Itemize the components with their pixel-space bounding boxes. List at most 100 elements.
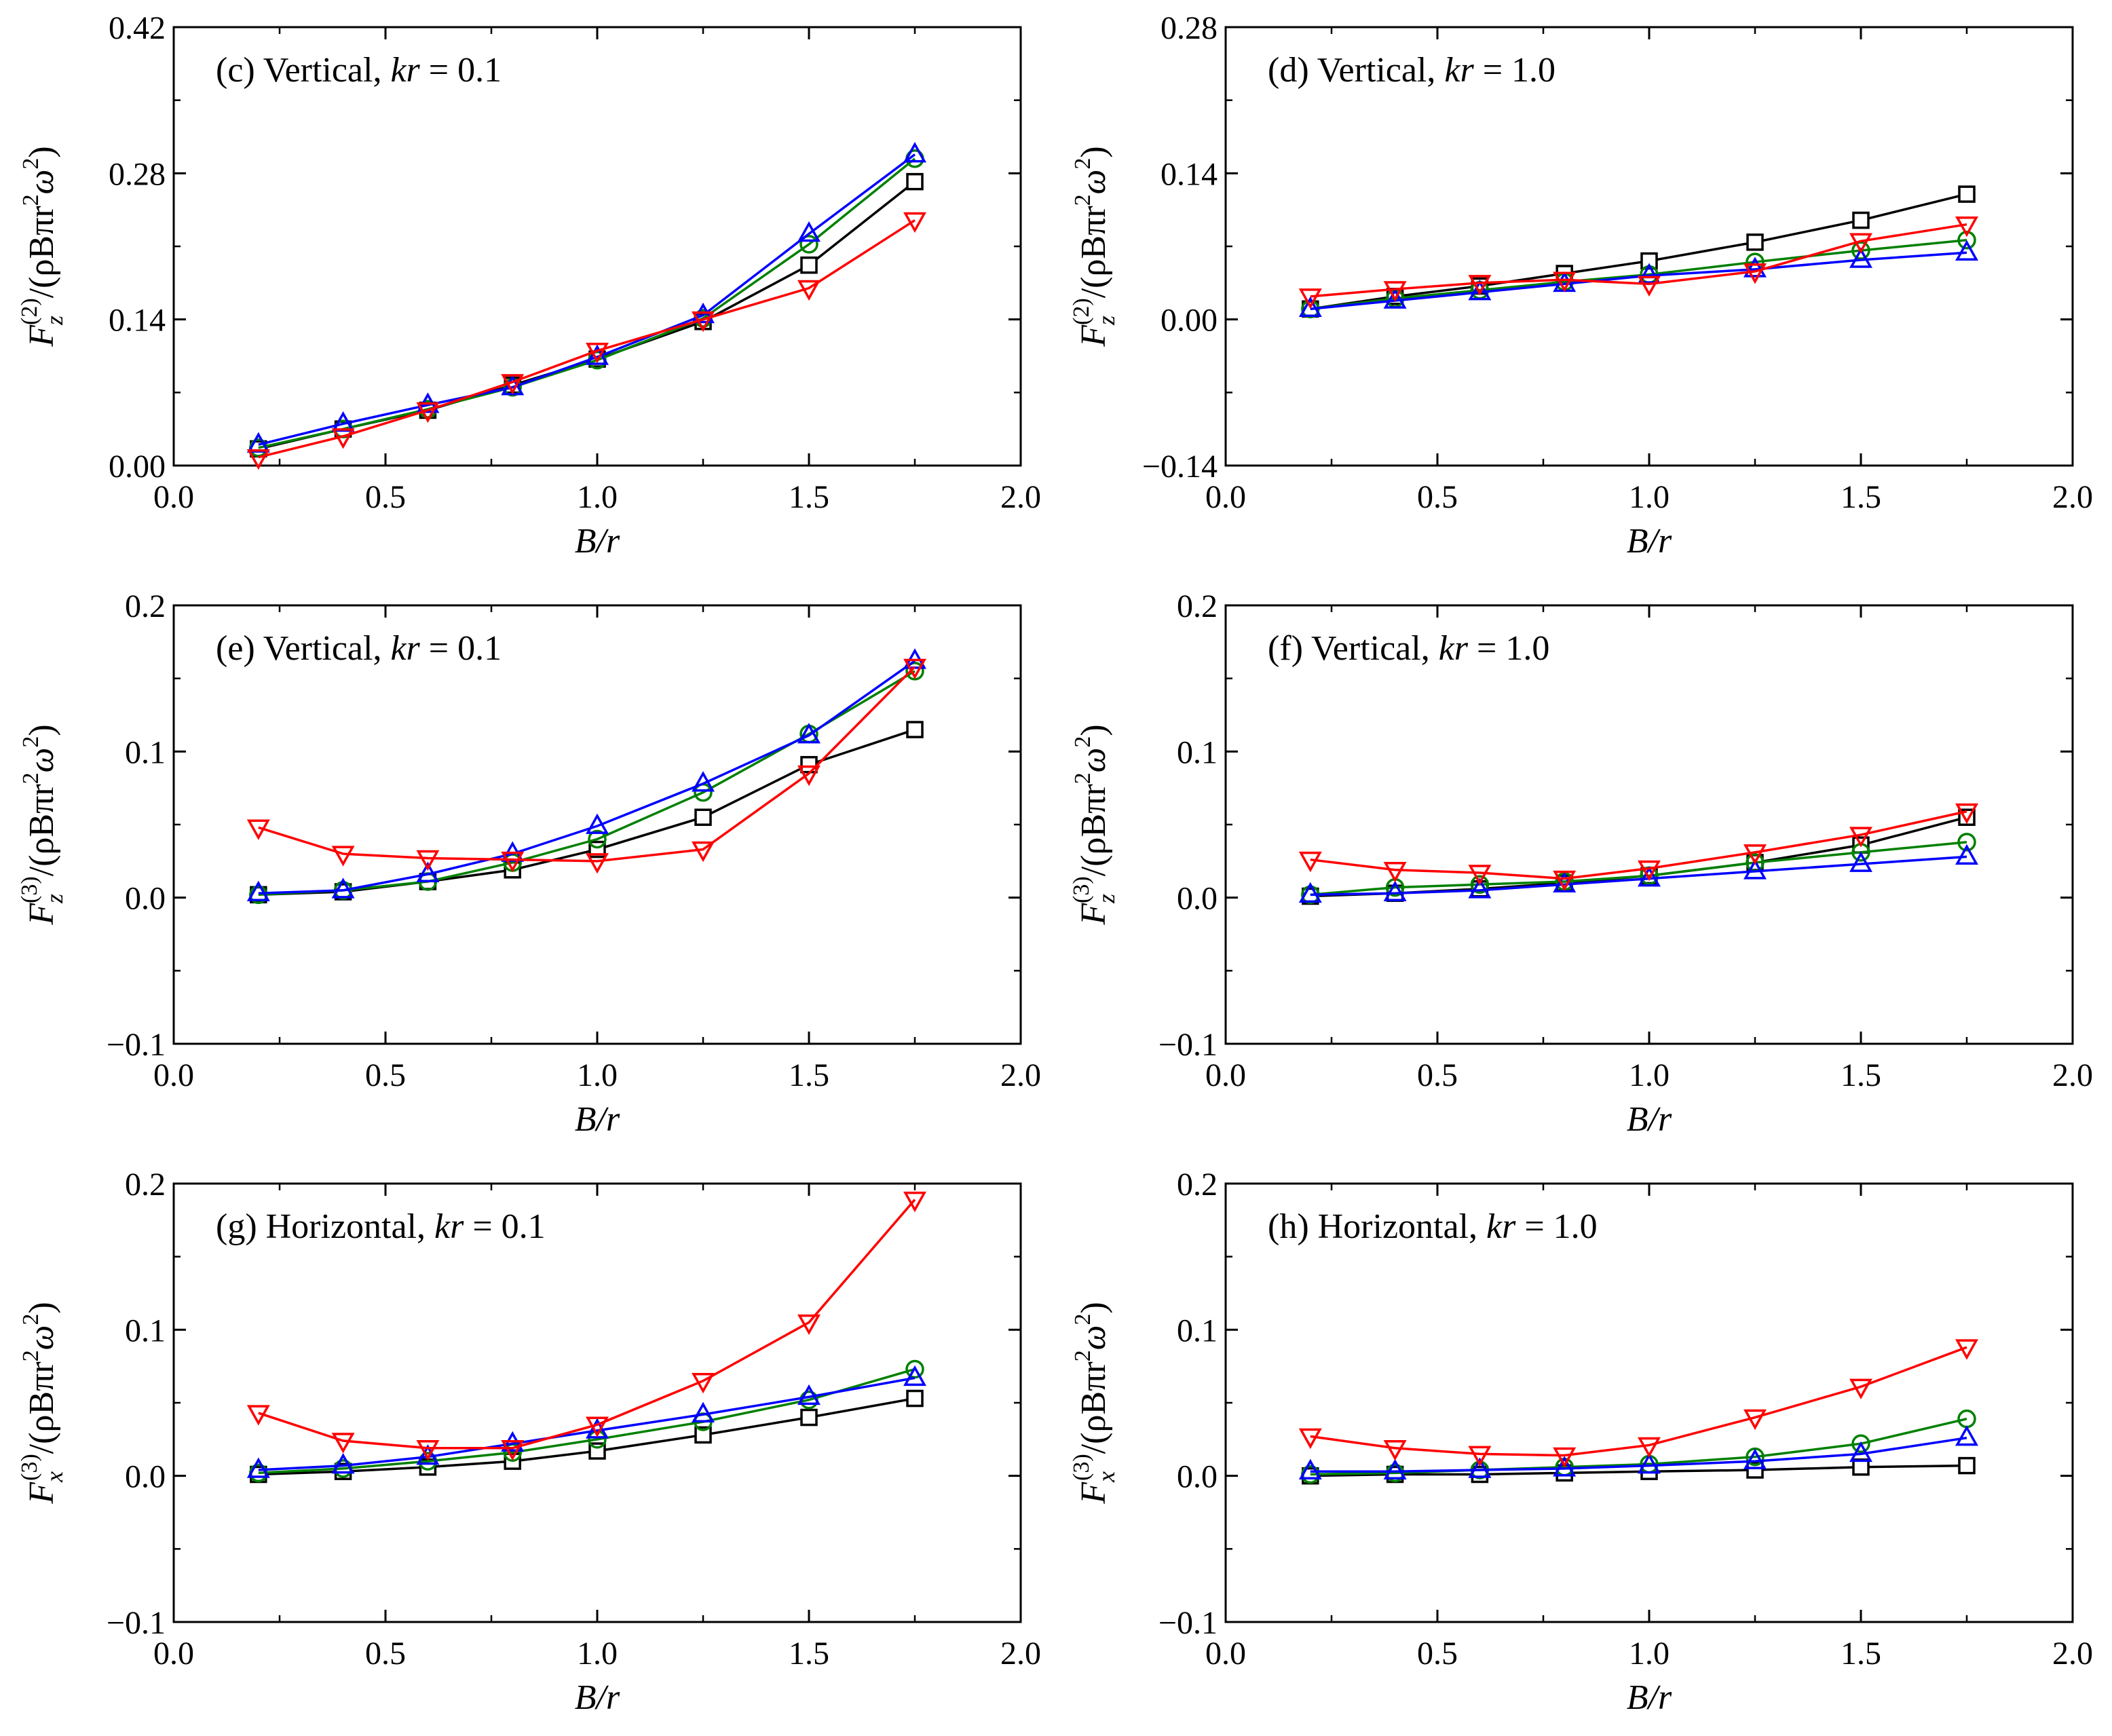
x-tick-label: 2.0: [2052, 1057, 2093, 1093]
data-point-triangle-down: [1638, 860, 1661, 882]
data-point-circle: [799, 235, 818, 254]
ylabel-F: F: [1074, 324, 1113, 347]
data-point-circle: [1851, 241, 1870, 260]
ylabel-sub: z: [41, 894, 68, 904]
panel-label-suffix: = 1.0: [1474, 51, 1555, 90]
ylabel-sup: (3): [17, 876, 42, 903]
series-line: [258, 181, 916, 451]
y-tick-label: 0.0: [125, 1459, 166, 1495]
data-point-triangle-down: [1849, 1378, 1872, 1399]
panel-label: (e) Vertical, kr = 0.1: [216, 629, 502, 668]
ylabel-sq: 2: [1070, 772, 1095, 784]
data-point-triangle-up: [1553, 1456, 1577, 1477]
data-point-circle: [1470, 875, 1490, 894]
series-line: [258, 219, 916, 459]
data-point-circle: [1851, 1434, 1870, 1454]
series-red-triangle-down: [1298, 1339, 1978, 1469]
ylabel-sub: z: [1093, 894, 1120, 904]
panel-label-suffix: = 0.1: [464, 1207, 545, 1246]
data-point-triangle-down: [1298, 851, 1322, 873]
series-line: [1310, 841, 1967, 897]
y-tick-label: 0.2: [125, 1167, 166, 1203]
panel-label-prefix: (e) Vertical,: [216, 629, 390, 668]
plot-frame: [1224, 1182, 2074, 1623]
series-line: [1310, 1346, 1967, 1457]
y-tick-label: 0.2: [125, 588, 166, 624]
panel-h: 0.0 0.5 1.0 1.5 2.0−0.10.00.10.2B/rFx(3)/(ρB…: [1069, 1167, 2093, 1717]
data-point-triangle-down: [1743, 1409, 1767, 1431]
data-point-triangle-up: [246, 880, 270, 901]
data-point-triangle-up: [1743, 858, 1767, 880]
y-axis-title: Fx(3)/(ρBπr2ω2): [17, 1302, 68, 1504]
series-black-square: [250, 721, 924, 904]
x-tick-label: 2.0: [2052, 479, 2093, 515]
data-point-triangle-up: [416, 1444, 440, 1465]
data-point-triangle-down: [1298, 288, 1322, 309]
ylabel-sup: (3): [17, 1454, 42, 1481]
series-blue-triangle-up: [1298, 240, 1978, 318]
data-point-square: [1640, 252, 1658, 270]
data-point-square: [1852, 211, 1870, 229]
panel-label: (g) Horizontal, kr = 0.1: [216, 1207, 546, 1246]
data-point-triangle-up: [586, 813, 609, 834]
panel-label-var: kr: [390, 51, 420, 90]
series-line: [1310, 810, 1967, 880]
panel-label-prefix: (f) Vertical,: [1268, 629, 1439, 668]
panel-label-var: kr: [1486, 1207, 1516, 1246]
series-line: [1310, 1464, 1967, 1477]
x-tick-label: 0.5: [365, 1057, 406, 1093]
data-point-triangle-down: [903, 1191, 926, 1213]
series-red-triangle-down: [1298, 803, 1978, 892]
panel-label-suffix: = 0.1: [420, 629, 502, 668]
y-tick-label: 0.00: [1161, 303, 1218, 339]
x-tick-label: 0.0: [153, 1057, 194, 1093]
data-point-triangle-up: [797, 723, 821, 744]
data-point-triangle-down: [1638, 276, 1661, 297]
data-point-triangle-down: [797, 765, 821, 787]
data-point-triangle-up: [1468, 1457, 1492, 1478]
x-tick-label: 0.5: [1417, 1057, 1458, 1093]
ylabel-sub: z: [41, 316, 68, 326]
series-green-circle: [249, 149, 924, 457]
y-tick-label: −0.1: [1158, 1027, 1218, 1063]
data-point-triangle-down: [1553, 1447, 1577, 1469]
x-tick-label: 1.0: [1629, 1636, 1670, 1672]
series-line: [258, 1367, 916, 1475]
series-line: [258, 660, 916, 894]
ylabel-sq2: 2: [1070, 158, 1095, 170]
ylabel-sq: 2: [18, 194, 43, 206]
data-point-triangle-down: [797, 1314, 821, 1336]
series-line: [258, 1397, 916, 1476]
data-point-triangle-down: [1553, 870, 1577, 892]
series-red-triangle-down: [1298, 216, 1978, 309]
data-point-triangle-up: [331, 1453, 355, 1474]
data-point-triangle-up: [903, 1365, 926, 1386]
ylabel-sq: 2: [1070, 1350, 1095, 1361]
ylabel-sub: x: [1093, 1471, 1120, 1483]
ylabel-sq2: 2: [18, 158, 43, 170]
ylabel-F: F: [22, 324, 61, 347]
data-point-triangle-down: [501, 1440, 525, 1461]
data-point-triangle-down: [1849, 233, 1872, 254]
x-tick-label: 1.0: [577, 479, 618, 515]
data-point-circle: [1957, 231, 1976, 250]
data-point-triangle-up: [1468, 280, 1492, 301]
ylabel-mid: /(ρBπr: [1074, 1361, 1113, 1454]
ylabel-sq2: 2: [1070, 1314, 1095, 1325]
ylabel-omega: ω: [22, 170, 61, 195]
data-point-triangle-down: [246, 819, 270, 840]
panel-label: (f) Vertical, kr = 1.0: [1268, 629, 1549, 668]
panel-label-var: kr: [434, 1207, 464, 1246]
series-line: [258, 728, 916, 897]
y-axis-title: Fz(2)/(ρBπr2ω2): [1069, 146, 1120, 347]
series-line: [258, 666, 916, 863]
data-point-triangle-down: [1468, 275, 1492, 296]
ylabel-sq2: 2: [18, 1314, 43, 1325]
data-point-triangle-down: [416, 402, 440, 423]
x-tick-label: 1.5: [1841, 1636, 1881, 1672]
ylabel-sup: (2): [17, 298, 42, 325]
ylabel-sq2: 2: [1070, 736, 1095, 748]
series-line: [1310, 855, 1967, 897]
panel-label: (h) Horizontal, kr = 1.0: [1268, 1207, 1598, 1246]
series-line: [1310, 1417, 1967, 1476]
